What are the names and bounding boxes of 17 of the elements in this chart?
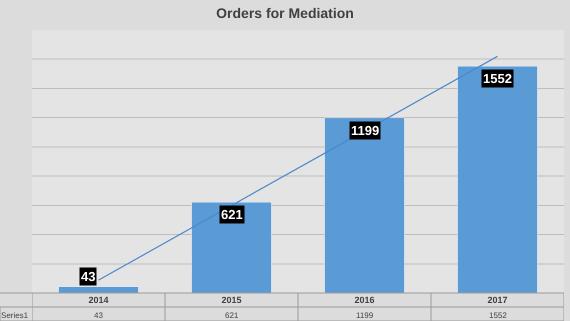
bar — [324, 118, 405, 293]
text: 43 — [81, 269, 96, 284]
text: Series1 — [1, 311, 29, 320]
x-tick-label: 2014 — [88, 295, 109, 305]
chart-title: Orders for Mediation — [216, 4, 354, 21]
bar — [191, 202, 272, 293]
x-tick-label: 2015 — [221, 295, 242, 305]
data-label: 1199 — [356, 311, 374, 320]
text: 621 — [221, 207, 243, 222]
data-label: 1552 — [489, 311, 508, 320]
bar — [58, 286, 139, 293]
data-label: 621 — [225, 311, 239, 320]
data-label: 43 — [94, 311, 104, 320]
text: 1552 — [483, 71, 512, 86]
x-tick-label: 2017 — [487, 295, 508, 305]
bar — [457, 66, 538, 293]
x-tick-label: 2016 — [354, 295, 375, 305]
